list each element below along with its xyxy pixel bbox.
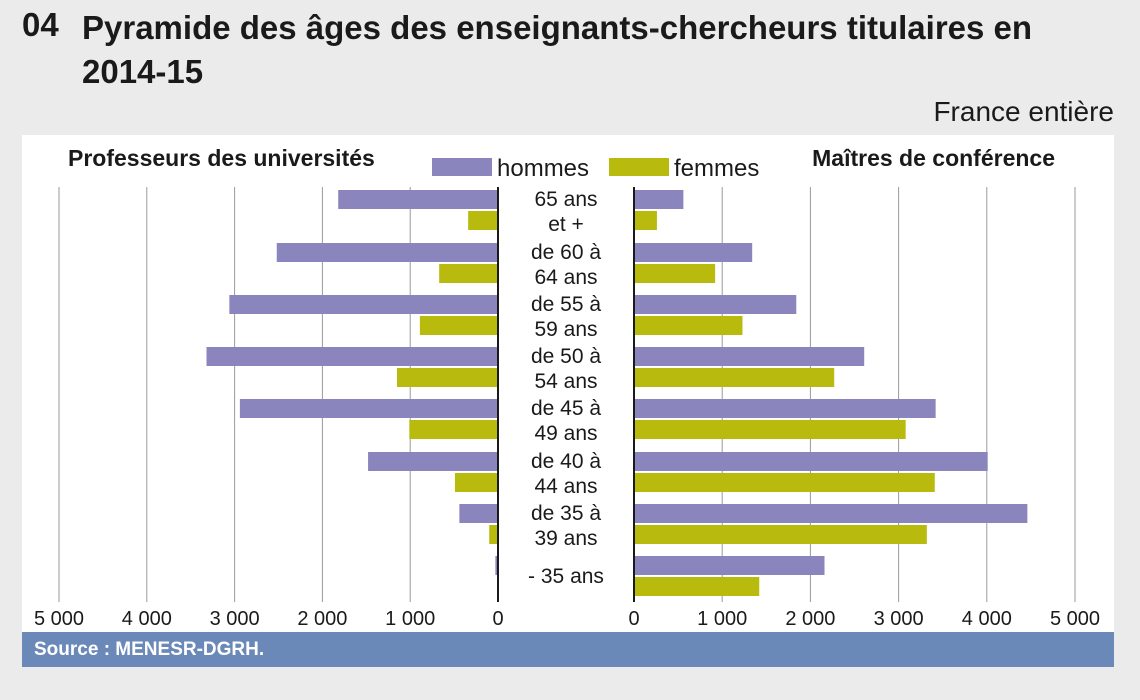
- category-label: 59 ans: [534, 318, 597, 341]
- category-label: 44 ans: [534, 475, 597, 498]
- category-label: de 45 à: [531, 397, 601, 420]
- bar-right-hommes-2: [634, 295, 797, 314]
- bar-left-hommes-0: [338, 190, 498, 209]
- bar-right-femmes-7: [634, 577, 760, 596]
- category-label: 54 ans: [534, 370, 597, 393]
- legend-label-femmes: femmes: [674, 155, 759, 182]
- category-label: et +: [548, 213, 584, 236]
- x-tick-label-right: 1 000: [697, 608, 747, 630]
- bar-right-hommes-3: [634, 347, 865, 366]
- bar-right-hommes-7: [634, 556, 825, 575]
- legend-label-hommes: hommes: [497, 155, 589, 182]
- bar-right-femmes-3: [634, 368, 835, 387]
- scope-label: France entière: [933, 96, 1114, 127]
- chart-title: Pyramide des âges des enseignants-cherch…: [82, 9, 1033, 90]
- bar-right-femmes-1: [634, 264, 716, 283]
- x-tick-label-left: 2 000: [297, 608, 347, 630]
- x-tick-label-left: 5 000: [34, 608, 84, 630]
- bar-right-femmes-5: [634, 473, 935, 492]
- panel-title-right: Maîtres de conférence: [812, 145, 1055, 171]
- bar-left-femmes-5: [454, 473, 498, 492]
- bar-right-hommes-6: [634, 504, 1028, 523]
- bar-left-femmes-6: [489, 525, 498, 544]
- category-label: de 60 à: [531, 241, 601, 264]
- category-label: de 50 à: [531, 345, 601, 368]
- bar-left-hommes-3: [206, 347, 498, 366]
- category-label: de 40 à: [531, 450, 601, 473]
- category-label: 65 ans: [534, 188, 597, 211]
- bar-left-hommes-4: [239, 399, 499, 418]
- x-tick-label-right: 5 000: [1050, 608, 1100, 630]
- category-label: 49 ans: [534, 422, 597, 445]
- bar-left-femmes-3: [397, 368, 498, 387]
- bar-right-femmes-4: [634, 420, 906, 439]
- age-pyramid-chart: 0 1 000 2 000 3 000 4 000 5 000 0 1 000 2 000 3 0…: [34, 145, 1100, 630]
- x-tick-label-left: 3 000: [210, 608, 260, 630]
- legend-swatch-femmes: [609, 158, 669, 176]
- bar-left-hommes-1: [276, 243, 498, 262]
- bar-right-hommes-4: [634, 399, 936, 418]
- category-label: de 55 à: [531, 293, 601, 316]
- x-tick-label-right: 3 000: [874, 608, 924, 630]
- bar-right-femmes-2: [634, 316, 743, 335]
- bar-left-hommes-2: [229, 295, 498, 314]
- legend-swatch-hommes: [432, 158, 492, 176]
- category-label: - 35 ans: [528, 565, 604, 588]
- x-tick-label-right: 0: [628, 608, 639, 630]
- x-tick-label-left: 1 000: [385, 608, 435, 630]
- x-tick-label-left: 0: [492, 608, 503, 630]
- bar-left-hommes-7: [495, 556, 498, 575]
- bar-left-femmes-1: [439, 264, 498, 283]
- category-label: 64 ans: [534, 266, 597, 289]
- source-note: Source : MENESR-DGRH.: [22, 632, 1114, 667]
- figure-number: 04: [22, 6, 59, 43]
- bar-left-femmes-2: [419, 316, 498, 335]
- bar-right-hommes-5: [634, 452, 988, 471]
- bar-left-hommes-5: [368, 452, 498, 471]
- bar-right-femmes-6: [634, 525, 927, 544]
- x-tick-label-right: 2 000: [785, 608, 835, 630]
- category-label: 39 ans: [534, 527, 597, 550]
- category-label: de 35 à: [531, 502, 601, 525]
- bar-right-hommes-0: [634, 190, 684, 209]
- bar-left-femmes-0: [468, 211, 498, 230]
- chart-panel: 0 1 000 2 000 3 000 4 000 5 000 0 1 000 2 000 3 0…: [22, 135, 1114, 632]
- bar-right-femmes-0: [634, 211, 657, 230]
- panel-title-left: Professeurs des universités: [68, 145, 375, 171]
- bar-right-hommes-1: [634, 243, 753, 262]
- x-tick-label-right: 4 000: [962, 608, 1012, 630]
- x-tick-label-left: 4 000: [122, 608, 172, 630]
- bar-left-hommes-6: [459, 504, 498, 523]
- bar-left-femmes-4: [409, 420, 498, 439]
